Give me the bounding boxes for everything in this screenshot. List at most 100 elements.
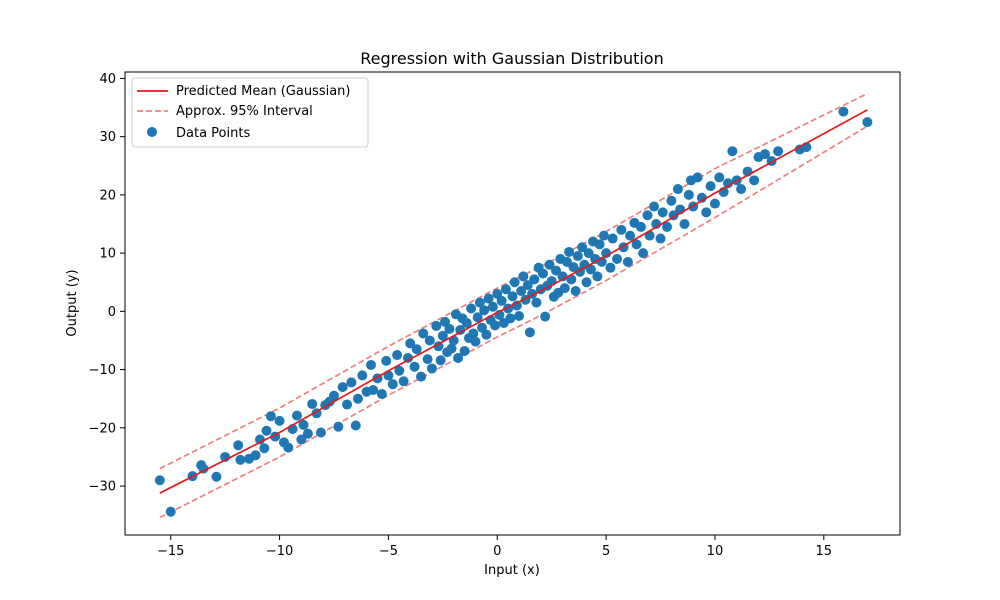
data-point: [274, 415, 285, 426]
data-point: [773, 146, 784, 157]
data-point: [235, 454, 246, 465]
data-point: [455, 325, 466, 335]
data-point: [211, 471, 222, 482]
data-point: [250, 450, 261, 461]
data-point: [649, 201, 659, 212]
y-tick-label: −20: [89, 421, 116, 436]
data-point: [387, 379, 398, 390]
data-point: [544, 259, 555, 270]
data-point: [291, 410, 302, 421]
data-point: [426, 363, 437, 374]
data-point: [392, 350, 403, 361]
data-point: [422, 354, 433, 365]
data-point: [459, 345, 470, 356]
data-point: [154, 475, 165, 486]
x-tick-label: −5: [379, 544, 398, 559]
data-point: [524, 327, 535, 338]
data-point: [607, 233, 618, 244]
data-point: [342, 399, 353, 410]
data-point: [518, 271, 529, 282]
data-point: [655, 233, 666, 244]
data-point: [431, 320, 442, 331]
data-point: [696, 192, 707, 203]
data-point: [411, 344, 422, 355]
x-tick-label: 15: [816, 544, 833, 559]
y-tick-label: 0: [108, 305, 116, 320]
data-point: [298, 419, 309, 430]
data-point: [727, 146, 738, 157]
data-point: [736, 184, 747, 195]
data-point: [265, 411, 276, 422]
data-point: [368, 384, 379, 395]
data-point: [723, 178, 734, 189]
data-point: [581, 277, 592, 288]
data-point: [435, 355, 446, 366]
data-point: [672, 184, 683, 195]
data-point: [509, 277, 520, 288]
data-point: [679, 219, 690, 229]
y-tick-label: 10: [99, 247, 116, 262]
y-tick-label: 20: [99, 188, 116, 203]
data-point: [577, 242, 588, 253]
y-tick-label: −30: [89, 480, 116, 495]
data-point: [564, 246, 575, 257]
data-point: [328, 390, 339, 401]
data-point: [594, 239, 605, 250]
legend: Predicted Mean (Gaussian) Approx. 95% In…: [131, 77, 369, 148]
data-point: [233, 440, 244, 451]
data-point: [490, 320, 501, 331]
data-point: [315, 427, 326, 438]
data-point: [500, 284, 511, 295]
data-point: [472, 312, 483, 323]
data-point: [394, 365, 405, 376]
data-point: [165, 506, 176, 517]
data-point: [398, 376, 409, 387]
data-point: [307, 398, 318, 409]
data-point: [261, 425, 272, 436]
legend-interval-label: Approx. 95% Interval: [176, 104, 313, 119]
data-point: [838, 106, 849, 117]
y-axis-label: Output (y): [65, 269, 80, 336]
data-point: [514, 311, 525, 322]
data-point: [760, 149, 771, 160]
data-point: [405, 338, 416, 349]
data-point: [337, 382, 348, 393]
data-point: [862, 117, 873, 128]
data-point: [333, 421, 344, 432]
data-point: [416, 371, 427, 382]
legend-box: [131, 77, 369, 148]
data-point: [635, 221, 646, 232]
data-point: [701, 207, 712, 218]
data-point: [683, 189, 694, 200]
y-tick-label: 30: [99, 130, 116, 145]
x-axis-ticks: −15 −10 −5 0 5 10 15: [157, 535, 832, 559]
data-point: [583, 248, 594, 259]
data-point: [622, 256, 633, 267]
data-point: [296, 434, 307, 445]
data-point: [198, 463, 209, 474]
data-point: [611, 253, 622, 264]
data-point: [638, 248, 649, 259]
data-point: [481, 329, 492, 340]
data-point: [516, 285, 527, 296]
legend-mean-label: Predicted Mean (Gaussian): [176, 84, 351, 99]
data-point: [529, 274, 540, 285]
data-point: [511, 300, 522, 311]
data-point: [598, 230, 609, 241]
data-point: [424, 335, 435, 346]
data-point: [507, 291, 518, 302]
data-point: [714, 172, 725, 183]
data-point: [483, 293, 494, 304]
interval-lower-line: [159, 125, 868, 519]
data-point: [468, 328, 479, 339]
data-point: [666, 195, 677, 206]
data-point: [259, 443, 270, 454]
x-tick-label: −15: [157, 544, 184, 559]
data-point: [531, 297, 542, 308]
y-axis-ticks: −30 −20 −10 0 10 20 30 40: [89, 72, 125, 495]
data-point: [572, 251, 583, 262]
y-tick-label: 40: [99, 72, 116, 87]
data-point: [474, 297, 485, 308]
data-point: [487, 301, 498, 312]
